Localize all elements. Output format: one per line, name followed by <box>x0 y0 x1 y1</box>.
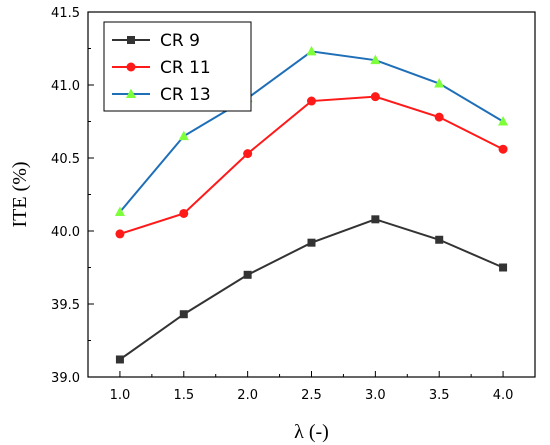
data-point <box>499 263 508 272</box>
data-point <box>370 54 381 65</box>
x-tick-label: 1.0 <box>110 388 131 403</box>
legend-marker <box>127 36 135 44</box>
legend-marker <box>126 62 136 72</box>
x-axis-label: λ (-) <box>294 421 329 443</box>
x-tick-label: 4.0 <box>493 388 514 403</box>
data-point <box>243 149 253 159</box>
data-point <box>179 310 188 319</box>
y-tick-label: 39.5 <box>51 298 80 313</box>
data-point <box>371 215 380 224</box>
y-tick-label: 40.5 <box>51 152 80 167</box>
series-layer <box>114 45 509 364</box>
series-cr-9 <box>115 215 508 364</box>
legend-label: CR 11 <box>160 58 211 78</box>
legend-label: CR 9 <box>160 31 200 51</box>
y-tick-label: 39.0 <box>51 371 80 386</box>
legend-item: CR 9 <box>112 31 200 51</box>
legend-label: CR 13 <box>160 85 211 105</box>
data-point <box>434 78 445 88</box>
y-tick-label: 40.0 <box>51 225 80 240</box>
x-tick-label: 3.0 <box>365 388 386 403</box>
series-line <box>119 95 504 235</box>
legend-item: CR 11 <box>112 58 211 78</box>
series-cr-13 <box>114 45 509 217</box>
x-tick-label: 2.0 <box>237 388 258 403</box>
data-point <box>498 116 509 126</box>
y-tick-label: 41.0 <box>51 79 80 94</box>
data-point <box>435 235 444 244</box>
data-point <box>178 130 189 141</box>
data-point <box>307 96 316 106</box>
data-point <box>115 355 124 364</box>
data-point <box>179 208 189 218</box>
data-point <box>115 229 125 239</box>
x-tick-label: 1.5 <box>173 388 194 403</box>
legend: CR 9 CR 11 CR 13 <box>103 21 252 112</box>
data-point <box>243 270 252 279</box>
series-cr-11 <box>115 92 508 239</box>
data-point <box>498 144 508 154</box>
data-point <box>370 92 380 102</box>
x-tick-label: 2.5 <box>301 388 322 403</box>
axes: 1.0 1.5 2.0 2.5 3.0 3.5 4.0 39.0 39.5 40.0 40.5 41.… <box>51 6 536 403</box>
data-point <box>114 206 125 217</box>
data-point <box>434 112 444 122</box>
x-tick-label: 3.5 <box>429 388 450 403</box>
legend-marker <box>126 88 136 98</box>
data-point <box>307 238 316 247</box>
legend-item: CR 13 <box>112 85 211 105</box>
y-axis-label: ITE (%) <box>9 161 31 227</box>
data-point <box>306 45 317 56</box>
y-tick-label: 41.5 <box>51 6 80 21</box>
